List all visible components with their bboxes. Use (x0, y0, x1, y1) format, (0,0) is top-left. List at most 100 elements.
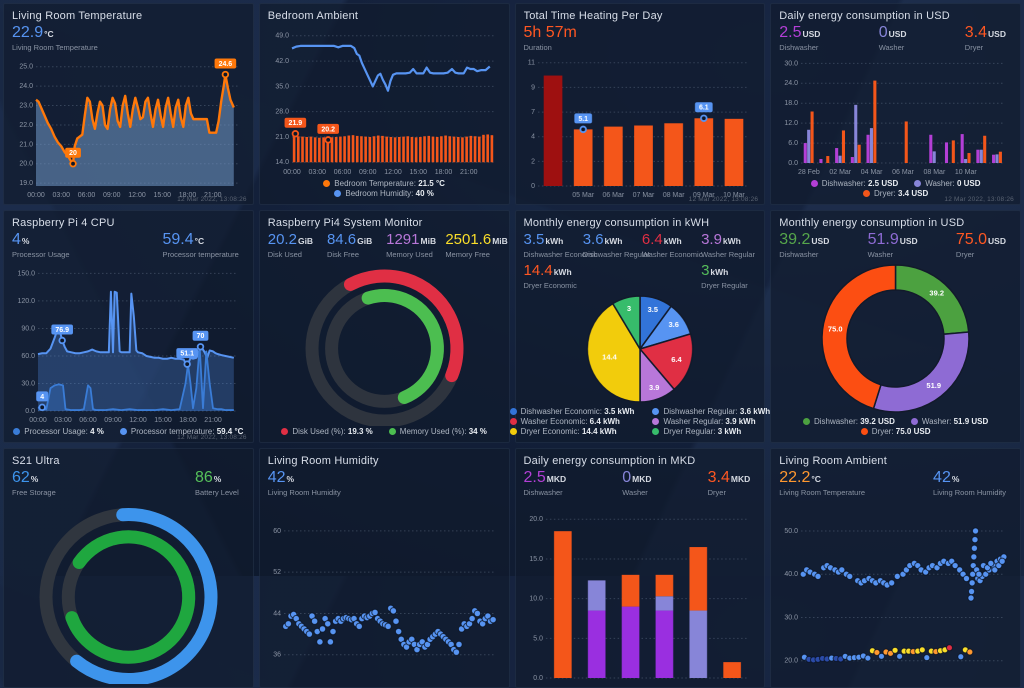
panel-title[interactable]: Raspberry Pi4 System Monitor (267, 217, 423, 229)
legend-label: Dryer: (871, 427, 896, 436)
stat: 59.4°C Processor temperature (162, 231, 238, 259)
legend-item[interactable]: Washer: 0 USD (914, 179, 981, 189)
legend-swatch (810, 180, 818, 187)
stats-row: 62% Free Storage 86% Battery Level (12, 469, 245, 497)
stat-value: 6.4 (641, 231, 663, 248)
legend-swatch (388, 428, 396, 435)
legend-item[interactable]: Dishwasher Regular: 3.6 kWh (652, 407, 770, 417)
chart-canvas[interactable] (12, 54, 245, 201)
stats-row: 22.2°C Living Room Temperature 42% Living R… (779, 469, 1012, 497)
legend-label: Dishwasher Regular: (663, 407, 740, 416)
legend-value: 40 % (415, 189, 434, 198)
stat-unit: kWh (722, 236, 741, 246)
legend-item[interactable]: Washer Regular: 3.9 kWh (652, 417, 770, 427)
stat: 42% Living Room Humidity (268, 469, 341, 497)
stat-label: Dryer Economic (523, 281, 577, 290)
stat-value: 39.2 (779, 231, 811, 248)
stat-unit: USD (899, 236, 918, 246)
legend-label: Bedroom Humidity: (345, 189, 416, 198)
legend-swatch (652, 408, 660, 415)
panel-title[interactable]: Living Room Humidity (267, 455, 379, 467)
legend-item[interactable]: Washer Economic: 6.4 kWh (509, 417, 635, 427)
legend-item[interactable]: Bedroom Humidity: 40 % (334, 189, 434, 199)
stat-label: Dishwasher (779, 250, 819, 259)
stat: 86% Battery Level (195, 469, 239, 497)
stat: 1291MiB Memory Used (386, 231, 441, 259)
legend-label: Washer Economic: (520, 417, 590, 426)
stat-unit: °C (811, 474, 821, 484)
legend-value: 0 USD (956, 179, 981, 188)
chart-canvas[interactable] (523, 499, 757, 684)
stat: 75.0USD Dryer (956, 231, 1006, 259)
panel-title[interactable]: Monthly energy consumption in USD (779, 217, 965, 229)
stat-unit: kWh (663, 236, 682, 246)
stat-label: Washer (622, 488, 648, 497)
chart-canvas[interactable] (779, 499, 1012, 684)
legend-item[interactable]: Processor Usage: 4 % (13, 427, 104, 437)
legend-label: Dryer Regular: (663, 427, 718, 436)
panel-living-room-ambient: Living Room Ambient 22.2°C Living Room Te… (770, 448, 1021, 688)
stats-row: 3.5kWh Dishwasher Economic 3.6kWh Dishwashe… (524, 231, 757, 290)
legend-value: 6.4 kWh (589, 417, 620, 426)
stat-label: Memory Free (445, 250, 490, 259)
chart-canvas (12, 499, 245, 684)
legend-item[interactable]: Dishwasher Economic: 3.5 kWh (509, 407, 634, 417)
legend-item[interactable]: Disk Used (%): 19.3 % (281, 427, 373, 437)
stats-row: 2.5USD Dishwasher 0USD Washer 3.4USD Dryer (779, 24, 1012, 52)
stat-label: Dishwasher (779, 43, 819, 52)
chart-canvas[interactable] (267, 24, 501, 178)
chart-canvas[interactable] (523, 54, 757, 201)
stat-label: Memory Used (386, 250, 433, 259)
panel-title[interactable]: Bedroom Ambient (267, 10, 359, 22)
legend-value: 34 % (468, 427, 487, 436)
stat-value: 3.4 (707, 469, 730, 486)
stat-value: 2.5 (523, 469, 546, 486)
legend-item[interactable]: Processor temperature: 59.4 °C (119, 427, 243, 437)
panel-title[interactable]: S21 Ultra (12, 455, 60, 467)
legend-value: 19.3 % (347, 427, 373, 436)
legend-item[interactable]: Dishwasher: 39.2 USD (802, 417, 895, 427)
panel-title[interactable]: Total Time Heating Per Day (523, 10, 663, 22)
stat-unit: °C (44, 29, 54, 39)
legend-item[interactable]: Dishwasher: 2.5 USD (810, 179, 898, 189)
stat-value: 22.9 (12, 24, 44, 41)
stat-value: 22.2 (779, 469, 811, 486)
stat-label: Washer (867, 250, 894, 259)
stat-label: Dishwasher Regular (582, 250, 651, 259)
legend-item[interactable]: Memory Used (%): 34 % (388, 427, 487, 437)
stat: 2.5USD Dishwasher (779, 24, 820, 52)
chart-canvas[interactable] (267, 499, 501, 684)
chart-canvas[interactable] (779, 54, 1012, 178)
stat: 84.6GiB Disk Free (327, 231, 382, 259)
legend-item[interactable]: Dryer Regular: 3 kWh (652, 427, 770, 437)
panel-title[interactable]: Monthly energy consumption in kWH (523, 217, 710, 229)
legend-item[interactable]: Dryer: 3.4 USD (863, 189, 928, 199)
legend-swatch (334, 190, 342, 197)
legend-value: 14.4 kWh (581, 427, 617, 436)
legend-value: 39.2 USD (860, 417, 895, 426)
timestamp: 12 Mar 2022, 13:08:26 (177, 434, 247, 441)
legend-label: Washer Regular: (663, 417, 726, 426)
stat-value: 3.6 (582, 231, 604, 248)
stat: 51.9USD Washer (868, 231, 918, 259)
legend: Dishwasher: 39.2 USD Washer: 51.9 USD Drye… (779, 416, 1012, 439)
stat-unit: % (286, 474, 295, 484)
chart-canvas[interactable] (12, 261, 245, 426)
legend: Disk Used (%): 19.3 % Memory Used (%): 34… (268, 426, 501, 439)
stat-value: 5h 57m (523, 24, 577, 41)
legend-item[interactable]: Washer: 51.9 USD (910, 417, 988, 427)
stat: 0USD Washer (879, 24, 907, 52)
panel-title[interactable]: Living Room Temperature (12, 10, 143, 22)
panel-title[interactable]: Raspberry Pi 4 CPU (12, 217, 115, 229)
legend-swatch (281, 428, 289, 435)
legend-item[interactable]: Dryer: 75.0 USD (860, 427, 930, 437)
legend-label: Dryer Economic: (520, 427, 582, 436)
stat-label: Washer Regular (701, 250, 755, 259)
legend-item[interactable]: Bedroom Temperature: 21.5 °C (323, 179, 445, 189)
stat-value: 84.6 (326, 231, 357, 248)
legend-item[interactable]: Dryer Economic: 14.4 kWh (509, 427, 635, 437)
panel-title[interactable]: Living Room Ambient (779, 455, 887, 467)
legend: Dishwasher Economic: 3.5 kWh Dishwasher R… (509, 406, 770, 439)
panel-title[interactable]: Daily energy consumption in USD (779, 10, 950, 22)
panel-title[interactable]: Daily energy consumption in MKD (523, 455, 696, 467)
